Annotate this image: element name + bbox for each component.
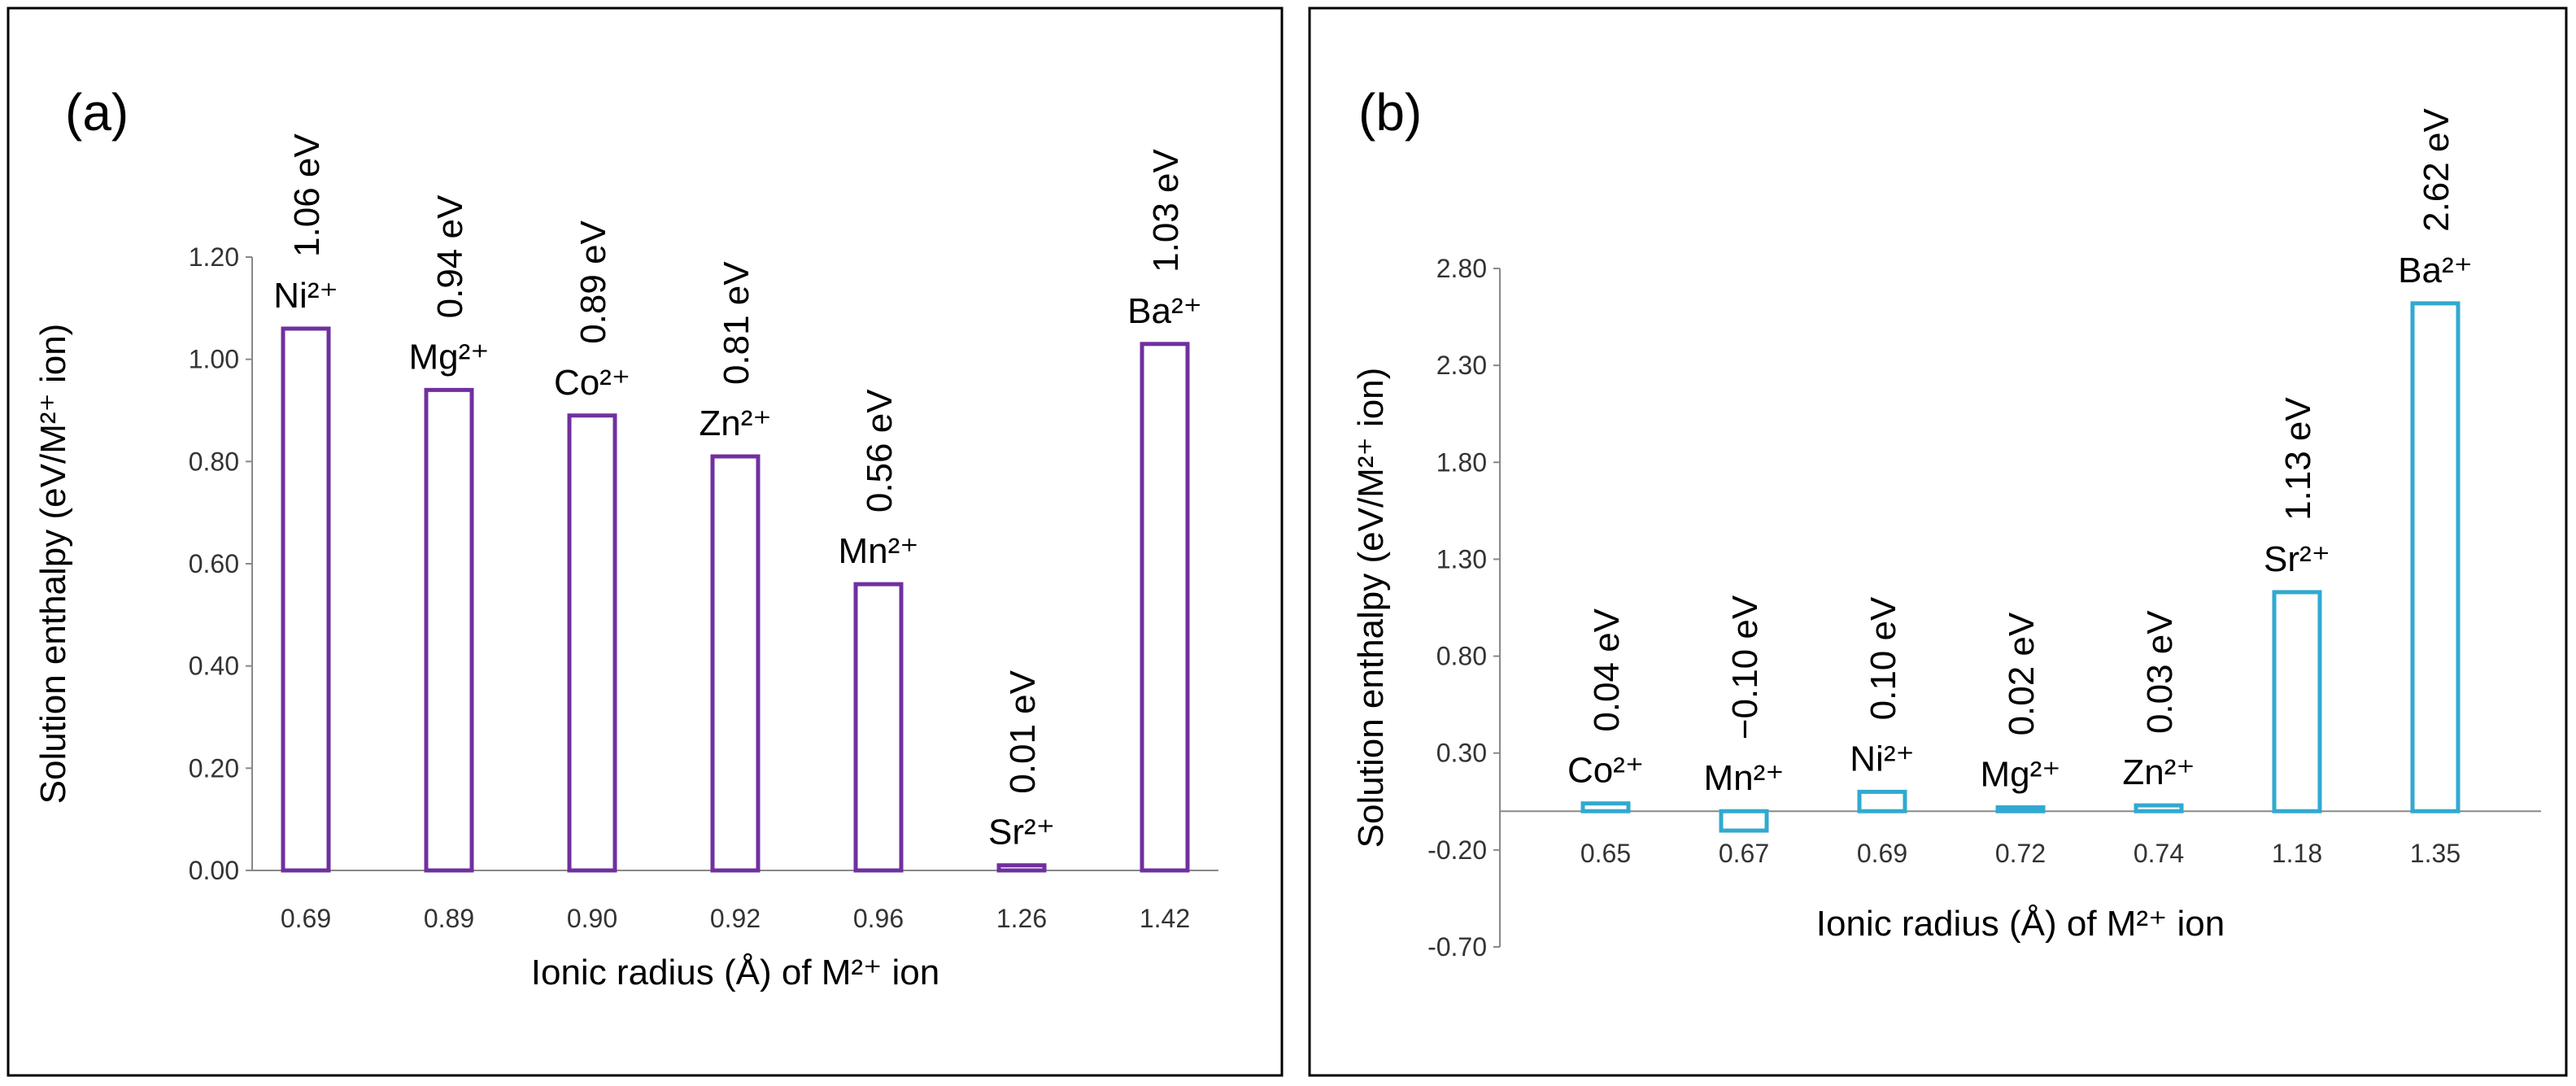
bar-label: Mg²⁺ xyxy=(409,337,490,377)
x-axis-title: Ionic radius (Å) of M²⁺ ion xyxy=(1816,904,2225,944)
y-axis-title: Solution enthalpy (eV/M²⁺ ion) xyxy=(33,324,73,805)
bar-label: Ni²⁺ xyxy=(273,276,338,316)
bar xyxy=(710,454,761,873)
value-label: 1.06 eV xyxy=(287,133,327,257)
value-label: −0.10 eV xyxy=(1725,595,1765,739)
bar-label: Zn²⁺ xyxy=(699,403,771,443)
y-tick-label: -0.70 xyxy=(1427,932,1487,962)
x-tick-label: 1.35 xyxy=(2410,839,2460,868)
bar-label: Sr²⁺ xyxy=(988,813,1055,853)
value-label: 2.62 eV xyxy=(2417,108,2456,232)
y-axis-title: Solution enthalpy (eV/M²⁺ ion) xyxy=(1351,368,1391,848)
bar-label: Sr²⁺ xyxy=(2264,539,2330,579)
value-label: 0.03 eV xyxy=(2140,610,2180,734)
value-label: 0.94 eV xyxy=(430,194,470,318)
bar-label: Ba²⁺ xyxy=(1127,291,1202,331)
y-tick-label: 1.00 xyxy=(189,345,239,374)
bar-label: Co²⁺ xyxy=(1567,751,1644,791)
x-tick-label: 0.67 xyxy=(1719,839,1769,868)
x-tick-label: 0.74 xyxy=(2134,839,2184,868)
bar xyxy=(2272,590,2322,813)
bar-label: Mn²⁺ xyxy=(839,531,919,571)
y-tick-label: 0.00 xyxy=(189,856,239,885)
bar xyxy=(1140,342,1190,873)
bar xyxy=(567,413,617,873)
panel-frame xyxy=(7,7,1284,1077)
value-label: 0.81 eV xyxy=(717,261,756,385)
x-tick-label: 0.96 xyxy=(853,904,904,933)
bar xyxy=(853,582,904,873)
bar xyxy=(1719,809,1769,833)
x-tick-label: 0.92 xyxy=(710,904,761,933)
y-tick-label: 1.20 xyxy=(189,242,239,272)
bar xyxy=(281,326,331,873)
panel-frame xyxy=(1308,7,2568,1077)
bar-label: Ni²⁺ xyxy=(1850,739,1914,779)
bar xyxy=(2134,803,2184,813)
y-tick-label: -0.20 xyxy=(1427,835,1487,865)
value-label: 1.13 eV xyxy=(2278,397,2318,521)
x-tick-label: 1.42 xyxy=(1140,904,1190,933)
panel-label: (a) xyxy=(65,83,129,142)
x-tick-label: 0.69 xyxy=(281,904,331,933)
y-tick-label: 0.80 xyxy=(189,447,239,476)
x-tick-label: 0.90 xyxy=(567,904,617,933)
x-tick-label: 0.89 xyxy=(424,904,474,933)
y-tick-label: 0.60 xyxy=(189,549,239,578)
y-tick-label: 0.80 xyxy=(1436,642,1487,671)
y-tick-label: 0.40 xyxy=(189,652,239,681)
y-tick-label: 0.30 xyxy=(1436,739,1487,768)
bar xyxy=(1995,805,2046,813)
value-label: 0.01 eV xyxy=(1003,669,1043,793)
x-tick-label: 0.65 xyxy=(1580,839,1631,868)
bar-label: Ba²⁺ xyxy=(2398,251,2473,290)
x-tick-label: 0.72 xyxy=(1995,839,2046,868)
bar-label: Co²⁺ xyxy=(554,363,630,403)
value-label: 0.04 eV xyxy=(1587,608,1627,731)
value-label: 0.02 eV xyxy=(2002,612,2042,735)
x-tick-label: 0.69 xyxy=(1857,839,1907,868)
panel-label: (b) xyxy=(1358,83,1422,142)
bar xyxy=(2410,301,2460,813)
y-tick-label: 0.20 xyxy=(189,753,239,783)
y-tick-label: 1.30 xyxy=(1436,544,1487,574)
bar-label: Mg²⁺ xyxy=(1981,754,2061,794)
x-axis-title: Ionic radius (Å) of M²⁺ ion xyxy=(531,953,940,992)
y-tick-label: 2.80 xyxy=(1436,254,1487,283)
bar-label: Zn²⁺ xyxy=(2122,752,2195,792)
bar xyxy=(1580,801,1631,813)
bar xyxy=(1857,789,1907,813)
bar xyxy=(996,863,1047,873)
bar-label: Mn²⁺ xyxy=(1704,758,1785,798)
value-label: 0.56 eV xyxy=(860,389,900,512)
y-tick-label: 1.80 xyxy=(1436,447,1487,477)
bar xyxy=(424,387,474,873)
x-tick-label: 1.26 xyxy=(996,904,1047,933)
x-tick-label: 1.18 xyxy=(2272,839,2322,868)
value-label: 1.03 eV xyxy=(1146,148,1186,272)
value-label: 0.10 eV xyxy=(1863,596,1903,720)
y-tick-label: 2.30 xyxy=(1436,351,1487,380)
value-label: 0.89 eV xyxy=(573,220,613,343)
